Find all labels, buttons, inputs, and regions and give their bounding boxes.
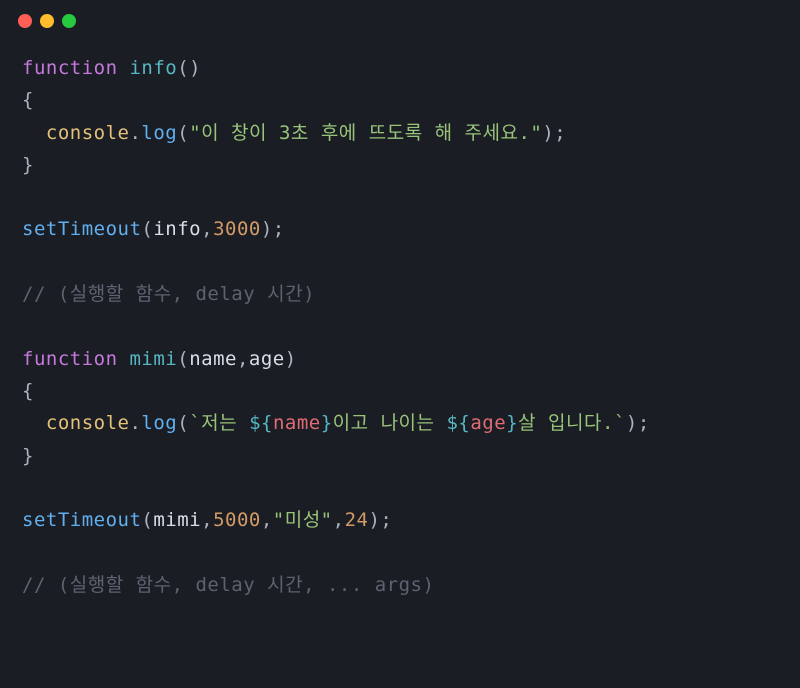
- code-window: function info() { console.log("이 창이 3초 후…: [0, 0, 800, 688]
- code-line: setTimeout(info,3000);: [22, 213, 778, 245]
- brace-token: }: [22, 154, 34, 176]
- close-icon[interactable]: [18, 14, 32, 28]
- code-line: function info(): [22, 52, 778, 84]
- code-line: [22, 536, 778, 568]
- template-string-token: 살 입니다.: [518, 412, 614, 434]
- code-line: // (실행할 함수, delay 시간, ... args): [22, 569, 778, 601]
- code-line: [22, 181, 778, 213]
- comment-token: // (실행할 함수, delay 시간, ... args): [22, 574, 434, 596]
- code-line: [22, 472, 778, 504]
- template-expr-token: name: [273, 412, 321, 434]
- code-line: }: [22, 440, 778, 472]
- maximize-icon[interactable]: [62, 14, 76, 28]
- brace-token: }: [22, 445, 34, 467]
- keyword-token: function: [22, 348, 118, 370]
- minimize-icon[interactable]: [40, 14, 54, 28]
- code-line: [22, 246, 778, 278]
- titlebar: [0, 0, 800, 42]
- string-token: "미성": [273, 509, 333, 531]
- function-name-token: info: [129, 57, 177, 79]
- param-token: age: [249, 348, 285, 370]
- object-token: console: [46, 412, 130, 434]
- code-line: setTimeout(mimi,5000,"미성",24);: [22, 504, 778, 536]
- function-call-token: setTimeout: [22, 509, 141, 531]
- template-string-token: 이고 나이는: [333, 412, 447, 434]
- method-token: log: [141, 412, 177, 434]
- code-line: {: [22, 375, 778, 407]
- code-area[interactable]: function info() { console.log("이 창이 3초 후…: [0, 42, 800, 623]
- template-string-token: 저는: [201, 412, 249, 434]
- brace-token: {: [22, 89, 34, 111]
- paren-token: (): [177, 57, 201, 79]
- code-line: {: [22, 84, 778, 116]
- template-expr-token: age: [470, 412, 506, 434]
- object-token: console: [46, 122, 130, 144]
- method-token: log: [141, 122, 177, 144]
- function-name-token: mimi: [129, 348, 177, 370]
- comment-token: // (실행할 함수, delay 시간): [22, 283, 315, 305]
- code-line: }: [22, 149, 778, 181]
- identifier-token: mimi: [153, 509, 201, 531]
- param-token: name: [189, 348, 237, 370]
- brace-token: {: [22, 380, 34, 402]
- string-token: "이 창이 3초 후에 뜨도록 해 주세요.": [189, 122, 542, 144]
- code-line: console.log("이 창이 3초 후에 뜨도록 해 주세요.");: [22, 117, 778, 149]
- number-token: 3000: [213, 218, 261, 240]
- code-line: function mimi(name,age): [22, 343, 778, 375]
- number-token: 5000: [213, 509, 261, 531]
- code-line: [22, 310, 778, 342]
- code-line: // (실행할 함수, delay 시간): [22, 278, 778, 310]
- number-token: 24: [345, 509, 369, 531]
- code-line: console.log(`저는 ${name}이고 나이는 ${age}살 입니…: [22, 407, 778, 439]
- identifier-token: info: [153, 218, 201, 240]
- function-call-token: setTimeout: [22, 218, 141, 240]
- keyword-token: function: [22, 57, 118, 79]
